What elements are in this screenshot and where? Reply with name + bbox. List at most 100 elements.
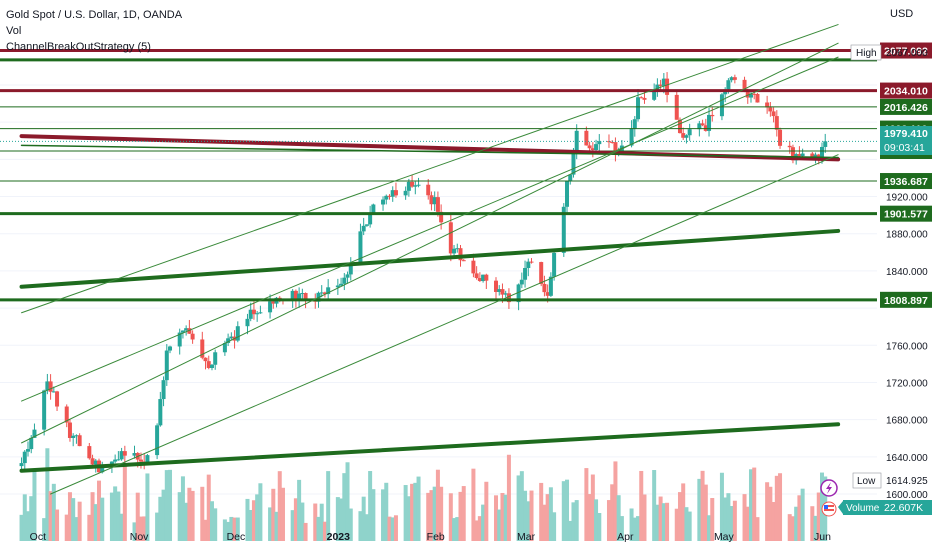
candle[interactable] <box>358 223 363 264</box>
candle[interactable] <box>335 278 340 295</box>
candle[interactable] <box>568 174 573 185</box>
candle[interactable] <box>229 332 234 341</box>
candle[interactable] <box>768 102 773 117</box>
candle[interactable] <box>384 194 389 205</box>
candle[interactable] <box>42 389 47 436</box>
candle[interactable] <box>548 272 553 297</box>
candle[interactable] <box>587 141 592 151</box>
candle[interactable] <box>251 301 256 320</box>
candle[interactable] <box>361 217 366 236</box>
candle[interactable] <box>64 404 69 428</box>
candle[interactable] <box>203 357 208 370</box>
candle[interactable] <box>681 127 686 140</box>
candle[interactable] <box>67 418 72 442</box>
candle[interactable] <box>348 257 353 281</box>
candle[interactable] <box>268 294 273 319</box>
candle[interactable] <box>258 305 263 314</box>
candle[interactable] <box>339 277 344 286</box>
candle[interactable] <box>116 451 121 461</box>
candle[interactable] <box>32 423 37 438</box>
candle[interactable] <box>184 325 189 336</box>
candle[interactable] <box>22 450 27 471</box>
candle[interactable] <box>416 177 421 188</box>
volume-legend[interactable]: Vol <box>6 25 22 37</box>
candle[interactable] <box>190 330 195 344</box>
candle[interactable] <box>452 245 457 257</box>
candle[interactable] <box>526 258 531 277</box>
trend-line[interactable] <box>20 144 839 159</box>
candle[interactable] <box>700 119 705 127</box>
candle[interactable] <box>687 123 692 141</box>
candle[interactable] <box>606 134 611 148</box>
candle[interactable] <box>503 290 508 298</box>
candle[interactable] <box>255 311 260 322</box>
candle[interactable] <box>539 261 544 287</box>
candle[interactable] <box>552 252 557 281</box>
candle[interactable] <box>345 271 350 284</box>
candle[interactable] <box>26 441 30 457</box>
candle[interactable] <box>381 196 386 211</box>
candle[interactable] <box>77 433 82 447</box>
candle[interactable] <box>387 194 392 200</box>
trend-line[interactable] <box>21 42 839 444</box>
candle[interactable] <box>429 191 434 211</box>
candle[interactable] <box>161 376 166 407</box>
candle[interactable] <box>529 258 534 264</box>
candle[interactable] <box>406 178 411 197</box>
candle[interactable] <box>209 363 214 371</box>
candle[interactable] <box>707 107 712 137</box>
candle[interactable] <box>477 272 482 282</box>
candle[interactable] <box>364 224 369 227</box>
candle[interactable] <box>297 287 302 308</box>
candle[interactable] <box>790 144 795 164</box>
candle[interactable] <box>565 181 570 214</box>
candle[interactable] <box>461 259 466 262</box>
candle[interactable] <box>413 181 418 195</box>
candle[interactable] <box>164 344 169 386</box>
flag-icon[interactable] <box>821 501 837 517</box>
candle[interactable] <box>87 443 92 460</box>
candle[interactable] <box>158 391 163 427</box>
candle[interactable] <box>787 141 792 154</box>
candle[interactable] <box>455 243 460 253</box>
candle[interactable] <box>665 72 670 103</box>
candle[interactable] <box>590 142 595 158</box>
candle[interactable] <box>426 179 431 200</box>
candle[interactable] <box>652 83 657 101</box>
candle[interactable] <box>48 374 53 400</box>
trend-line[interactable] <box>50 154 839 495</box>
candle[interactable] <box>516 283 521 311</box>
candle[interactable] <box>439 204 444 230</box>
candle[interactable] <box>245 313 250 335</box>
candle[interactable] <box>180 330 185 339</box>
candle[interactable] <box>206 355 211 370</box>
candle[interactable] <box>632 116 637 137</box>
candle[interactable] <box>474 266 479 280</box>
candle[interactable] <box>800 148 805 157</box>
candle[interactable] <box>765 95 770 114</box>
candle[interactable] <box>342 272 347 291</box>
candle[interactable] <box>494 277 499 300</box>
candle[interactable] <box>797 146 802 158</box>
candle[interactable] <box>235 321 240 343</box>
candle[interactable] <box>774 110 779 137</box>
candle[interactable] <box>542 275 547 297</box>
candle[interactable] <box>823 133 828 153</box>
candle[interactable] <box>484 273 489 290</box>
candle[interactable] <box>326 279 331 299</box>
candle[interactable] <box>684 134 689 144</box>
candle[interactable] <box>771 107 776 123</box>
candle[interactable] <box>71 433 76 447</box>
candle[interactable] <box>226 333 231 347</box>
candle[interactable] <box>132 445 137 459</box>
candle[interactable] <box>300 288 305 300</box>
candle[interactable] <box>432 191 437 212</box>
candle[interactable] <box>732 74 737 84</box>
candle[interactable] <box>393 182 398 198</box>
candle[interactable] <box>729 76 734 83</box>
candle[interactable] <box>674 91 679 120</box>
candle[interactable] <box>55 390 60 412</box>
candle[interactable] <box>368 205 373 228</box>
candle[interactable] <box>523 260 528 288</box>
candle[interactable] <box>113 454 118 464</box>
